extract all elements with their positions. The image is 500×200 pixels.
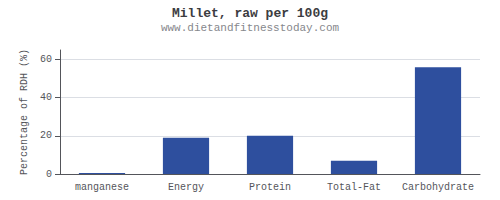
svg-text:Energy: Energy (168, 182, 204, 193)
svg-text:Carbohydrate: Carbohydrate (402, 182, 474, 193)
svg-text:www.dietandfitnesstoday.com: www.dietandfitnesstoday.com (161, 22, 340, 34)
svg-text:Millet, raw per 100g: Millet, raw per 100g (172, 6, 328, 21)
svg-text:manganese: manganese (75, 182, 129, 193)
svg-text:20: 20 (40, 130, 52, 141)
svg-text:Percentage of RDH (%): Percentage of RDH (%) (19, 49, 30, 175)
svg-text:Total-Fat: Total-Fat (327, 182, 381, 193)
svg-text:Protein: Protein (249, 182, 291, 193)
svg-text:40: 40 (40, 92, 52, 103)
svg-text:0: 0 (46, 169, 52, 180)
svg-text:60: 60 (40, 54, 52, 65)
